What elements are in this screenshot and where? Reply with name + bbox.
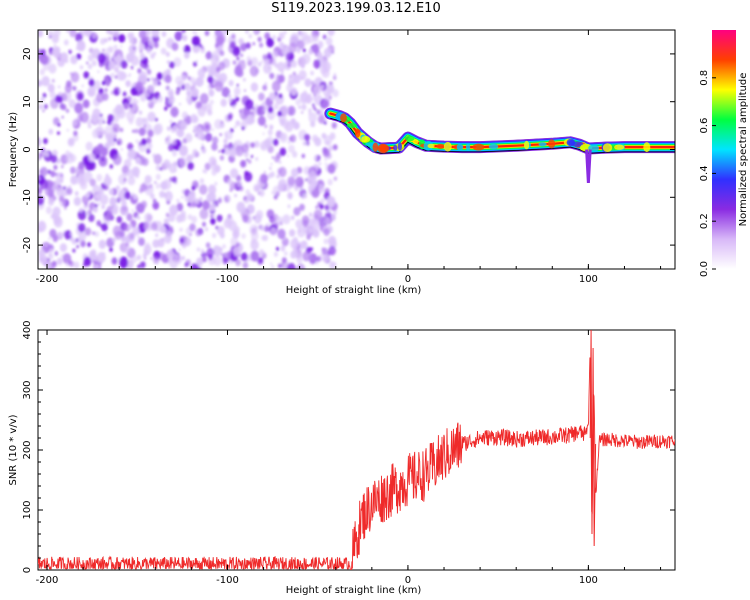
ridge-blob: [602, 143, 613, 153]
bottom-y-tick-label: 300: [22, 380, 33, 399]
ridge-blob: [427, 143, 435, 149]
colorbar-tick-label: 0.8: [699, 70, 710, 86]
ridge-dip: [585, 149, 592, 184]
spectrogram-image: [38, 30, 675, 269]
ridge-blob: [340, 113, 347, 123]
ridge-blob: [372, 142, 379, 152]
ridge-blob: [379, 144, 388, 153]
colorbar: [712, 30, 736, 269]
bottom-plot-frame: [37, 329, 676, 571]
ridge-blob: [614, 144, 625, 150]
ridge-blob: [548, 139, 556, 149]
top-y-tick-label: 10: [22, 95, 33, 108]
ridge-blob: [524, 140, 530, 150]
top-x-tick-label: 100: [579, 274, 598, 285]
ridge-blob: [472, 143, 485, 151]
ridge-band: [324, 107, 675, 184]
top-y-tick-label: 20: [22, 48, 33, 61]
top-x-tick-label: -200: [36, 274, 59, 285]
top-x-tick-label: -100: [216, 274, 239, 285]
ridge-blob: [346, 122, 357, 129]
ridge-blob: [466, 143, 471, 152]
top-y-tick-label: 0: [22, 146, 33, 152]
ridge-blob: [397, 142, 402, 151]
bottom-y-tick-label: 400: [22, 320, 33, 339]
bottom-x-tick-label: -100: [216, 575, 239, 586]
ridge-blob: [412, 139, 419, 145]
bottom-y-tick-label: 100: [22, 500, 33, 519]
ridge-blob: [488, 143, 499, 150]
ridge-blob: [456, 143, 464, 151]
ridge-blob: [404, 135, 415, 142]
bottom-y-tick-label: 0: [22, 567, 33, 573]
figure-title: S119.2023.199.03.12.E10: [271, 1, 441, 16]
ridge-blob: [538, 142, 547, 147]
colorbar-label: Normalized spectral amplitude: [738, 73, 749, 227]
ridge-blob: [571, 141, 584, 147]
ridge-blob: [643, 142, 651, 153]
bottom-y-axis-label: SNR (10 * v/v): [8, 414, 19, 485]
noise-speckle: [38, 30, 339, 269]
ridge-blob: [393, 144, 398, 151]
bottom-x-tick-label: -200: [36, 575, 59, 586]
snr-spike: [589, 330, 597, 547]
bottom-x-axis-label: Height of straight line (km): [286, 585, 422, 596]
ridge-blob: [354, 128, 361, 138]
ridge-blob: [361, 136, 368, 142]
colorbar-tick-label: 0.4: [699, 165, 710, 181]
top-y-tick-label: -10: [22, 189, 33, 205]
bottom-y-tick-label: 200: [22, 440, 33, 459]
colorbar-tick-label: 0.2: [699, 213, 710, 229]
top-y-tick-label: -20: [22, 237, 33, 253]
ridge-blob: [436, 143, 445, 149]
top-y-axis-label: Frequency (Hz): [8, 112, 19, 188]
colorbar-tick-label: 0.6: [699, 118, 710, 134]
ridge-blob: [443, 141, 452, 152]
bottom-x-tick-label: 0: [405, 575, 411, 586]
top-x-axis-label: Height of straight line (km): [286, 285, 422, 296]
snr-line: [38, 357, 675, 570]
bottom-x-tick-label: 100: [579, 575, 598, 586]
colorbar-tick-label: 0.0: [699, 261, 710, 277]
top-x-tick-label: 0: [405, 274, 411, 285]
